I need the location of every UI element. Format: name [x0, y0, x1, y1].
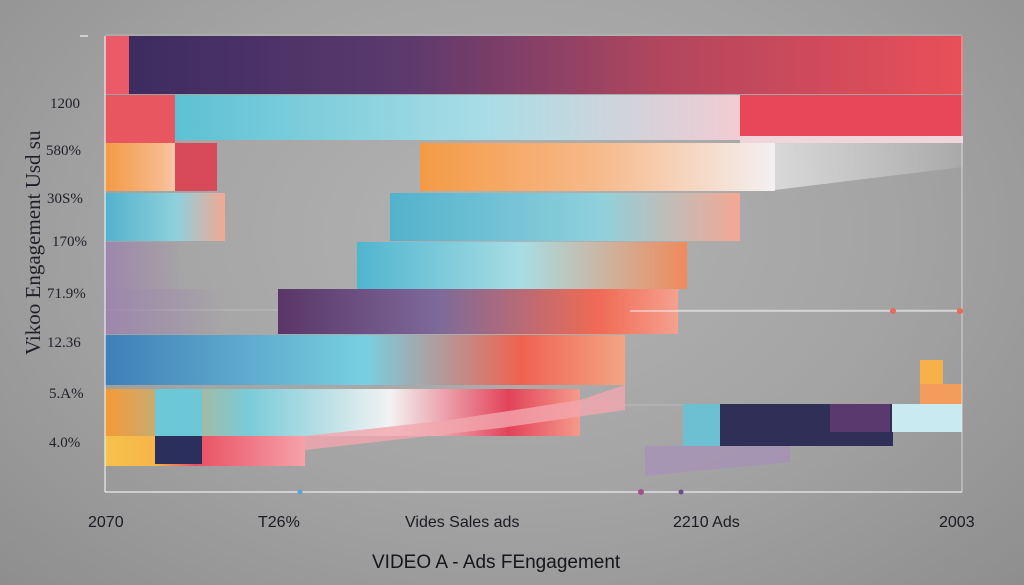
- x-tick-label: Vides Sales ads: [405, 514, 519, 531]
- bar-right-light: [892, 404, 962, 432]
- y-tick-label: 30S%: [47, 191, 83, 207]
- bar-row-2: [175, 95, 740, 140]
- bar-row-8-cyan: [155, 389, 202, 436]
- bar-right-fade: [645, 446, 790, 476]
- x-tick-label: 2070: [88, 514, 124, 531]
- y-tick-label: 71.9%: [47, 286, 86, 302]
- bar-right-orange-top: [920, 360, 943, 385]
- axes: [104, 36, 963, 493]
- bar-row-3: [420, 143, 775, 191]
- marker-dot-1: [890, 308, 896, 314]
- wedge-bottom: [305, 385, 625, 450]
- y-tick-label: 1200: [50, 96, 80, 112]
- bar-row-3-mid: [175, 143, 217, 191]
- y-axis-title: Vikoo Engagement Usd su: [21, 130, 45, 355]
- axis-dot-3: [678, 489, 684, 495]
- y-tick-label: 170%: [52, 234, 87, 250]
- bar-row-6: [278, 289, 678, 334]
- bar-right-purple: [830, 404, 890, 432]
- bar-row-5-left: [105, 242, 185, 289]
- bar-row-4-left: [105, 193, 225, 241]
- bar-row-9: [105, 436, 305, 466]
- y-tick-label: 5.A%: [49, 386, 84, 402]
- bar-right-orange: [920, 384, 962, 404]
- bar-right-cyan: [683, 404, 720, 446]
- y-tick-label: 4.0%: [49, 435, 80, 451]
- x-tick-label: 2210 Ads: [673, 514, 740, 531]
- axis-dot-1: [297, 489, 303, 495]
- y-tick-label: 12.36: [47, 335, 81, 351]
- bar-row-1-cap: [105, 36, 129, 94]
- bar-row-1: [105, 36, 963, 94]
- bar-row-2-left: [105, 95, 175, 143]
- bar-row-6-left: [105, 289, 225, 334]
- marker-dot-2: [957, 308, 963, 314]
- x-tick-label: 2003: [939, 514, 975, 531]
- wedge-row-3: [775, 143, 963, 190]
- y-tick-label: 580%: [46, 143, 81, 159]
- y-tick-labels: 1200 580% 30S% 170% 71.9% 12.36 5.A% 4.0…: [46, 96, 87, 451]
- x-tick-label: T26%: [258, 514, 300, 531]
- x-tick-labels: 2070 T26% Vides Sales ads 2210 Ads 2003: [88, 514, 975, 531]
- x-axis-title: VIDEO A - Ads FEngagement: [372, 552, 621, 573]
- bar-row-5: [357, 242, 687, 289]
- bar-row-4: [390, 193, 740, 241]
- axis-dot-2: [638, 489, 644, 495]
- bar-row-2-right: [740, 95, 963, 143]
- bar-row-9-navy: [155, 436, 202, 464]
- bar-group: [105, 36, 963, 476]
- wedge-row-2: [740, 136, 963, 143]
- bar-row-7: [105, 335, 625, 385]
